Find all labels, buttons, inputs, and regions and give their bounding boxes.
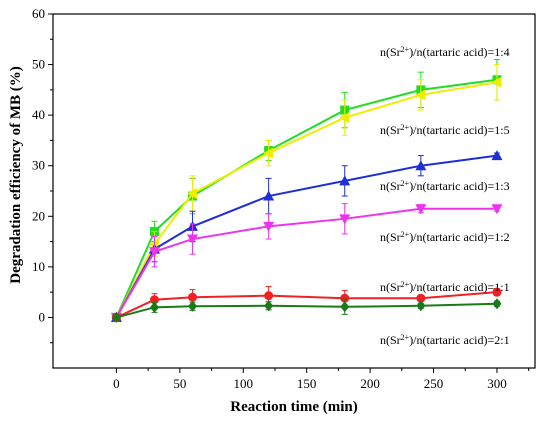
y-tick-label: 10	[32, 259, 45, 274]
series-label-5: n(Sr2+)/n(tartaric acid)=1:1	[380, 280, 510, 295]
data-point	[263, 190, 275, 201]
x-tick-label: 300	[487, 376, 507, 391]
data-point	[263, 147, 274, 159]
x-tick-label: 100	[234, 376, 254, 391]
data-point	[491, 150, 503, 161]
x-tick-label: 0	[113, 376, 120, 391]
series-label-1: n(Sr2+)/n(tartaric acid)=1:4	[380, 45, 510, 60]
data-point	[491, 204, 503, 215]
y-tick-label: 20	[32, 208, 45, 223]
data-point	[491, 76, 502, 88]
data-point	[148, 247, 160, 258]
series-labels: n(Sr2+)/n(tartaric acid)=1:4 n(Sr2+)/n(ta…	[380, 45, 510, 348]
x-tick-label: 150	[297, 376, 317, 391]
data-point	[187, 188, 198, 200]
x-tick-label: 250	[424, 376, 444, 391]
y-tick-label: 60	[32, 6, 45, 21]
y-tick-label: 30	[32, 158, 45, 173]
series-label-2: n(Sr2+)/n(tartaric acid)=1:5	[380, 123, 510, 138]
x-tick-label: 200	[360, 376, 380, 391]
series-label-3: n(Sr2+)/n(tartaric acid)=1:3	[380, 179, 510, 194]
data-point	[340, 293, 350, 303]
series-label-6: n(Sr2+)/n(tartaric acid)=2:1	[380, 333, 510, 348]
y-tick-label: 0	[39, 309, 46, 324]
data-point	[339, 214, 351, 225]
data-point	[492, 298, 502, 310]
data-point	[111, 311, 121, 323]
data-point	[263, 221, 275, 232]
data-point	[492, 287, 502, 297]
data-point	[188, 300, 198, 312]
y-axis-title: Degradation efficiency of MB (%)	[8, 66, 24, 283]
data-point	[415, 89, 426, 101]
data-point	[264, 300, 274, 312]
data-point	[187, 234, 199, 245]
x-axis-title: Reaction time (min)	[230, 399, 357, 415]
series-layer	[110, 59, 503, 323]
data-point	[264, 291, 274, 301]
data-point	[149, 301, 159, 313]
axes: 0 50 100 150 200 250 300 0 10 20 30 40 50 60	[32, 6, 536, 391]
data-point	[416, 300, 426, 312]
data-point	[415, 204, 427, 215]
series-6	[111, 298, 502, 323]
data-point	[415, 160, 427, 171]
y-tick-label: 50	[32, 57, 45, 72]
x-tick-label: 50	[173, 376, 186, 391]
data-point	[340, 301, 350, 313]
data-point	[339, 175, 351, 186]
y-tick-label: 40	[32, 107, 45, 122]
data-point	[188, 292, 198, 302]
data-point	[416, 293, 426, 303]
series-label-4: n(Sr2+)/n(tartaric acid)=1:2	[380, 230, 510, 245]
data-point	[339, 112, 350, 124]
